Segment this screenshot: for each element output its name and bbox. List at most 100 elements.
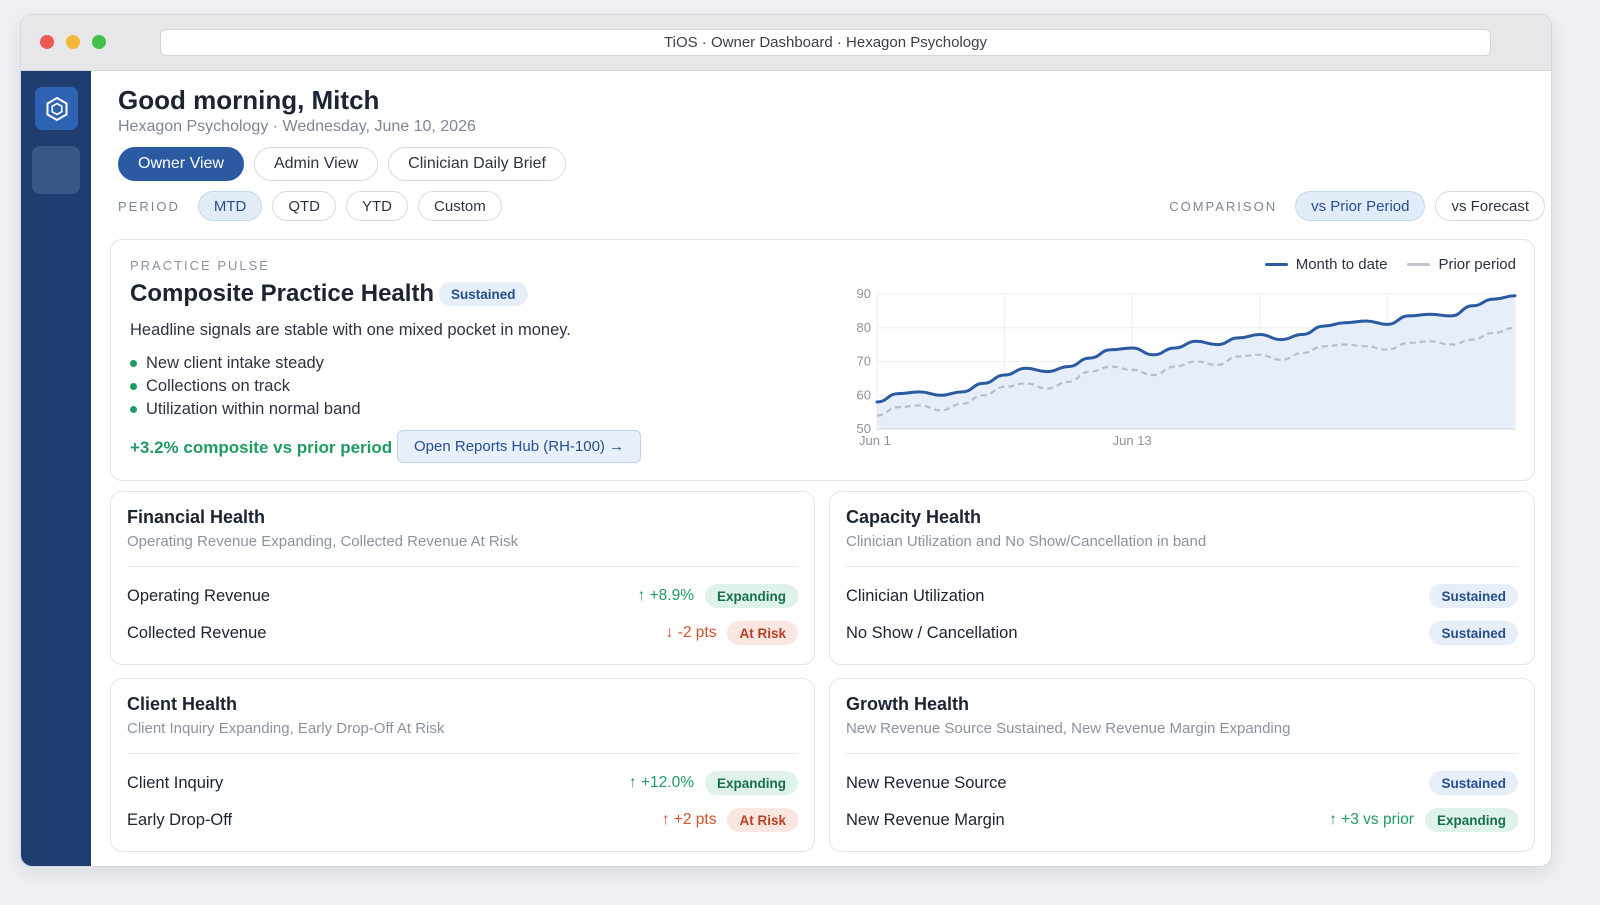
tab-clinician-daily-brief[interactable]: Clinician Daily Brief [388, 147, 566, 181]
growth-health-card: Growth Health New Revenue Source Sustaine… [829, 678, 1535, 852]
bullet-dot-icon [130, 383, 137, 390]
divider [846, 566, 1518, 567]
bullet-dot-icon [130, 406, 137, 413]
status-badge: Sustained [1429, 621, 1518, 645]
prior-period-line [876, 326, 1516, 417]
y-tick-label: 90 [857, 286, 871, 301]
period-label: PERIOD [118, 198, 180, 214]
y-tick-label: 60 [857, 387, 871, 402]
list-item: New client intake steady [130, 352, 361, 375]
metric-delta: ↑ +2 pts [661, 811, 717, 828]
divider [127, 566, 798, 567]
bullet-dot-icon [130, 360, 137, 367]
client-health-card: Client Health Client Inquiry Expanding, E… [110, 678, 815, 852]
card-title: Growth Health [846, 694, 970, 714]
divider [127, 753, 798, 754]
x-tick-label: Jun 13 [1113, 433, 1152, 448]
pulse-bullets: New client intake steady Collections on … [130, 352, 361, 421]
metric-row[interactable]: New Revenue Margin ↑ +3 vs prior Expanding [846, 807, 1518, 833]
legend-item-mtd: Month to date [1264, 256, 1388, 273]
capacity-health-card: Capacity Health Clinician Utilization and… [829, 491, 1535, 665]
bullet-text: New client intake steady [146, 354, 324, 372]
metric-row[interactable]: Operating Revenue ↑ +8.9% Expanding [127, 583, 798, 609]
maximize-window-button[interactable] [92, 35, 106, 49]
metric-row[interactable]: No Show / Cancellation Sustained [846, 620, 1518, 646]
status-badge: Sustained [1429, 584, 1518, 608]
metric-label: New Revenue Margin [846, 810, 1005, 829]
comparison-forecast[interactable]: vs Forecast [1435, 191, 1545, 221]
window-title: TiOS · Owner Dashboard · Hexagon Psychol… [160, 29, 1491, 56]
comparison-prior-period[interactable]: vs Prior Period [1295, 191, 1426, 221]
page-title: Good morning, Mitch [118, 85, 380, 115]
open-reports-hub-button[interactable]: Open Reports Hub (RH-100) → [397, 430, 642, 463]
x-tick-label: Jun 1 [859, 433, 891, 448]
card-title: Financial Health [127, 507, 266, 527]
metric-delta: ↓ -2 pts [665, 624, 717, 641]
metric-delta: ↑ +12.0% [628, 774, 694, 791]
legend-swatch-prior [1407, 263, 1431, 266]
comparison-label: COMPARISON [1169, 198, 1278, 214]
financial-health-card: Financial Health Operating Revenue Expand… [110, 491, 815, 665]
metric-row[interactable]: Collected Revenue ↓ -2 pts At Risk [127, 620, 798, 646]
sidebar-nav-item[interactable] [32, 146, 80, 194]
status-badge: Expanding [704, 771, 798, 795]
metric-row[interactable]: New Revenue Source Sustained [846, 770, 1518, 796]
view-switcher: Owner View Admin View Clinician Daily Br… [118, 147, 566, 181]
period-custom[interactable]: Custom [418, 191, 502, 221]
metric-label: Operating Revenue [127, 586, 271, 605]
card-subtitle: Operating Revenue Expanding, Collected R… [127, 533, 519, 550]
sidebar [21, 71, 91, 866]
comparison-selector: COMPARISON vs Prior Period vs Forecast [1169, 191, 1545, 221]
y-tick-label: 80 [857, 320, 871, 335]
metric-row[interactable]: Early Drop-Off ↑ +2 pts At Risk [127, 807, 798, 833]
period-ytd[interactable]: YTD [346, 191, 409, 221]
pulse-description: Headline signals are stable with one mix… [130, 321, 571, 339]
status-badge: At Risk [727, 808, 798, 832]
app-window: TiOS · Owner Dashboard · Hexagon Psychol… [20, 14, 1552, 867]
main-content: Good morning, Mitch Hexagon Psychology ·… [91, 71, 1551, 866]
card-subtitle: New Revenue Source Sustained, New Revenu… [846, 720, 1291, 737]
status-badge: Expanding [704, 584, 798, 608]
close-window-button[interactable] [40, 35, 54, 49]
metric-label: Client Inquiry [127, 773, 224, 792]
period-selector: PERIOD MTD QTD YTD Custom [118, 191, 502, 221]
metric-label: New Revenue Source [846, 773, 1007, 792]
status-badge: Sustained [1429, 771, 1518, 795]
divider [846, 753, 1518, 754]
page-subtitle: Hexagon Psychology · Wednesday, June 10,… [118, 118, 476, 135]
tab-owner-view[interactable]: Owner View [118, 147, 244, 181]
composite-delta: +3.2% composite vs prior period [130, 438, 393, 457]
legend-label-prior: Prior period [1438, 256, 1516, 273]
metric-label: Collected Revenue [127, 623, 267, 642]
card-title: Client Health [127, 694, 238, 714]
list-item: Collections on track [130, 375, 361, 398]
period-mtd[interactable]: MTD [197, 191, 263, 221]
hexagon-logo-icon[interactable] [35, 87, 78, 130]
pulse-eyebrow: PRACTICE PULSE [130, 258, 270, 273]
legend-label-mtd: Month to date [1295, 256, 1388, 273]
card-subtitle: Client Inquiry Expanding, Early Drop-Off… [127, 720, 445, 737]
legend-item-prior: Prior period [1407, 256, 1516, 273]
month-to-date-line [875, 294, 1517, 404]
metric-row[interactable]: Clinician Utilization Sustained [846, 583, 1518, 609]
bullet-text: Utilization within normal band [146, 400, 361, 418]
minimize-window-button[interactable] [66, 35, 80, 49]
tab-admin-view[interactable]: Admin View [253, 147, 379, 181]
y-tick-label: 50 [857, 421, 871, 436]
legend-swatch-mtd [1264, 263, 1288, 266]
period-qtd[interactable]: QTD [272, 191, 337, 221]
mtd-area-fill [877, 295, 1515, 429]
status-badge: At Risk [727, 621, 798, 645]
pulse-title: Composite Practice Health [130, 280, 435, 307]
card-title: Capacity Health [846, 507, 982, 527]
practice-pulse-card: PRACTICE PULSE Composite Practice Health… [110, 239, 1535, 481]
status-badge: Expanding [1424, 808, 1518, 832]
metric-label: Clinician Utilization [846, 586, 985, 605]
metric-row[interactable]: Client Inquiry ↑ +12.0% Expanding [127, 770, 798, 796]
y-tick-label: 70 [857, 354, 871, 369]
status-badge: Sustained [439, 282, 528, 306]
metric-label: No Show / Cancellation [846, 623, 1018, 642]
metric-delta: ↑ +3 vs prior [1329, 811, 1414, 828]
chart-legend: Month to date Prior period [1264, 256, 1516, 273]
